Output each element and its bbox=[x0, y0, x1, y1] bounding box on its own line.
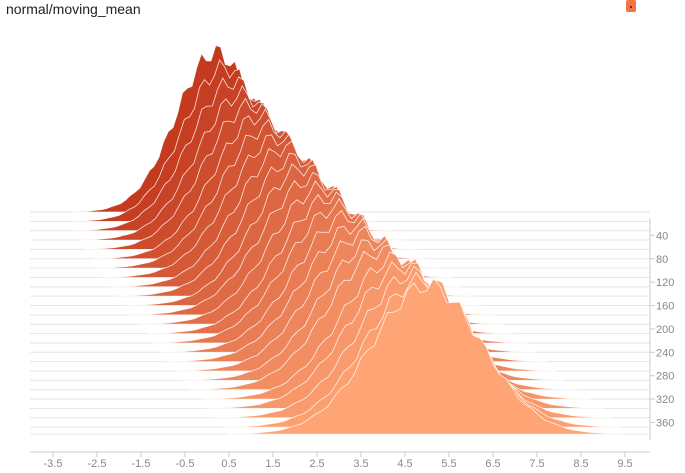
value-tick-label: 3.5 bbox=[353, 458, 368, 470]
value-tick-label: 7.5 bbox=[529, 458, 544, 470]
value-tick-label: -1.5 bbox=[132, 458, 151, 470]
step-tick-label: 120 bbox=[656, 277, 674, 289]
chart-title: normal/moving_mean bbox=[6, 1, 141, 17]
step-tick-label: 280 bbox=[656, 371, 674, 383]
value-tick-label: 6.5 bbox=[485, 458, 500, 470]
value-tick-label: 2.5 bbox=[309, 458, 324, 470]
value-tick-label: 8.5 bbox=[573, 458, 588, 470]
value-tick-label: 5.5 bbox=[441, 458, 456, 470]
step-tick-label: 40 bbox=[656, 230, 668, 242]
step-axis: 40 80 120 160 200 240 280 320 360 bbox=[649, 217, 674, 440]
value-tick-label: -0.5 bbox=[176, 458, 195, 470]
step-tick-label: 200 bbox=[656, 324, 674, 336]
step-tick-label: 80 bbox=[656, 254, 668, 266]
value-axis: -3.5 -2.5 -1.5 -0.5 0.5 1.5 2.5 3.5 4.5 5.5 6.5 7.5… bbox=[30, 451, 650, 470]
value-tick-label: 9.5 bbox=[617, 458, 632, 470]
histogram-step-380[interactable] bbox=[228, 277, 626, 435]
value-tick-label: -3.5 bbox=[44, 458, 63, 470]
value-tick-label: 1.5 bbox=[265, 458, 280, 470]
run-color-chip[interactable] bbox=[626, 0, 636, 12]
step-tick-label: 360 bbox=[656, 417, 674, 429]
step-tick-label: 320 bbox=[656, 394, 674, 406]
value-tick-label: 0.5 bbox=[221, 458, 236, 470]
step-tick-label: 160 bbox=[656, 301, 674, 313]
run-chip-dot bbox=[630, 6, 632, 8]
value-tick-label: 4.5 bbox=[397, 458, 412, 470]
value-tick-label: -2.5 bbox=[88, 458, 107, 470]
step-tick-label: 240 bbox=[656, 347, 674, 359]
histogram-ridges bbox=[72, 45, 626, 435]
